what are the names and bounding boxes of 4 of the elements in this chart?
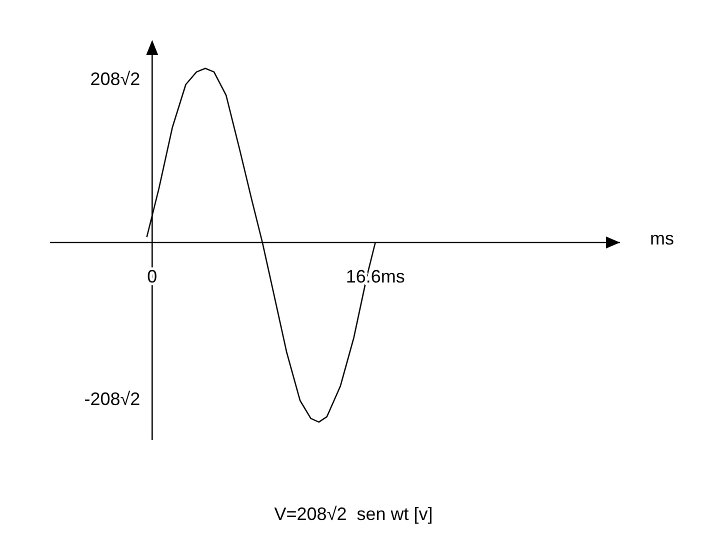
annotation: 208√2 xyxy=(90,69,140,89)
annotation: -208√2 xyxy=(84,389,140,409)
x-axis-title: ms xyxy=(650,228,674,248)
text: V=208√2 sen wt [v] xyxy=(274,504,433,524)
